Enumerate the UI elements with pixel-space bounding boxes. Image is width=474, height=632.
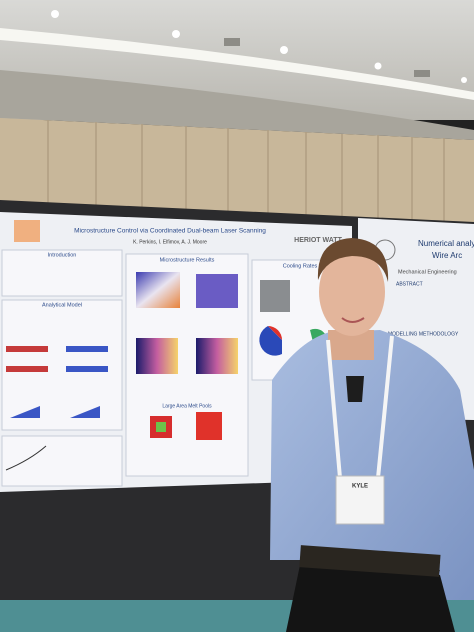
belt [299, 545, 441, 577]
badge-name: KYLE [352, 484, 368, 490]
section-heading: Analytical Model [42, 302, 82, 308]
poster-right-title: Numerical analy [418, 239, 474, 248]
smile [341, 317, 365, 323]
poster-right-subtitle: Mechanical Engineering [398, 269, 457, 275]
light-strip [0, 28, 474, 100]
poster-logo: HERIOT WATT [294, 237, 342, 244]
section-heading: Large Area Melt Pools [162, 403, 212, 409]
logo-left [14, 220, 40, 242]
section-heading: Introduction [48, 252, 77, 258]
trousers [286, 565, 455, 632]
figures [1, 272, 328, 487]
wall-panels [47, 120, 445, 230]
panel [1, 299, 123, 431]
section-heading: Cooling Rates [283, 263, 318, 269]
face [319, 248, 385, 336]
vent [414, 70, 430, 77]
sunglasses [346, 376, 364, 402]
ceiling-lights [51, 10, 467, 83]
hair [317, 238, 389, 282]
poster-title: Microstructure Control via Coordinated D… [74, 228, 266, 235]
lanyard [326, 335, 394, 479]
poster-right-title: Wire Arc [432, 251, 462, 260]
badge [335, 475, 385, 525]
panel [1, 249, 123, 297]
section-heading: ABSTRACT [396, 281, 423, 287]
section-heading: Microstructure Results [160, 257, 215, 263]
poster-authors: K. Perkins, I. Elfimov, A. J. Moore [133, 239, 207, 245]
wall [0, 118, 474, 230]
section-heading: MODELLING METHODOLOGY [388, 331, 459, 337]
shirt [270, 330, 474, 600]
ceiling-edge [0, 70, 474, 140]
vent [224, 38, 240, 46]
